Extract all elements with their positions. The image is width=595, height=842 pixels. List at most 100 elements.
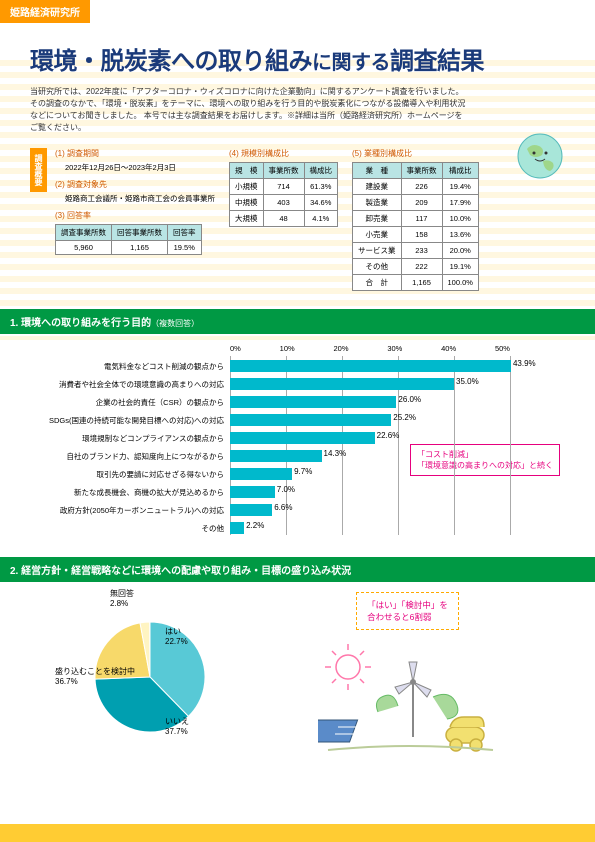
table-cell: 158 (401, 227, 442, 243)
table-cell: 卸売業 (353, 211, 402, 227)
table-cell: 17.9% (442, 195, 478, 211)
bar (230, 486, 275, 498)
bar (230, 396, 396, 408)
bar-value: 2.2% (246, 521, 264, 530)
s1-title: (1) 調査期間 (55, 148, 215, 159)
axis-labels: 0%10%20%30%40%50% (230, 344, 510, 353)
axis-tick: 10% (280, 344, 295, 353)
table-header: 規 模 (230, 163, 264, 179)
table-cell: サービス業 (353, 243, 402, 259)
sec1-title: 1. 環境への取り組みを行う目的 (10, 318, 151, 329)
intro-text: 当研究所では、2022年度に「アフターコロナ・ウィズコロナに向けた企業動向」に関… (30, 86, 470, 134)
pie-label: 盛り込むことを検討中36.7% (55, 667, 135, 686)
s2-title: (2) 調査対象先 (55, 179, 215, 190)
table-cell: 233 (401, 243, 442, 259)
table-cell: 714 (263, 179, 304, 195)
table-header: 構成比 (442, 163, 478, 179)
bar-label: 電気料金などコスト削減の観点から (30, 361, 230, 372)
bar (230, 360, 511, 372)
table-cell: 48 (263, 211, 304, 227)
bar-value: 43.9% (513, 359, 536, 368)
table-cell: 20.0% (442, 243, 478, 259)
table-3: 調査事業所数回答事業所数回答率5,9601,16519.5% (55, 224, 202, 255)
axis-tick: 20% (333, 344, 348, 353)
table-header: 事業所数 (263, 163, 304, 179)
sec1-sub: （複数回答） (151, 319, 199, 328)
bar (230, 468, 292, 480)
bar-row: 新たな成長機会、商機の拡大が見込めるから 7.0% (30, 484, 550, 500)
table-cell: 34.6% (304, 195, 338, 211)
table-5: 業 種事業所数構成比建設業22619.4%製造業20917.9%卸売業11710… (352, 162, 479, 291)
section-1-bar: 1. 環境への取り組みを行う目的（複数回答） (0, 309, 595, 334)
footer-band (0, 824, 595, 842)
callout2-l1: 「はい」「検討中」を (367, 599, 448, 611)
table-cell: 中規模 (230, 195, 264, 211)
bar (230, 378, 454, 390)
title-mid: に関する (312, 52, 390, 74)
callout-2: 「はい」「検討中」を 合わせると6割弱 (356, 592, 459, 630)
table-cell: 403 (263, 195, 304, 211)
table-cell: 209 (401, 195, 442, 211)
survey-overview: 調査概要 (1) 調査期間 2022年12月26日～2023年2月3日 (2) … (30, 148, 565, 291)
bar-chart: 0%10%20%30%40%50% 「コスト削減」 「環境意識の高まりへの対応」… (30, 344, 550, 539)
table-header: 回答率 (168, 225, 202, 241)
bar-label: 新たな成長機会、商機の拡大が見込めるから (30, 487, 230, 498)
table-4: 規 模事業所数構成比小規模71461.3%中規模40334.6%大規模484.1… (229, 162, 338, 227)
table-header: 業 種 (353, 163, 402, 179)
bar (230, 414, 391, 426)
pie-label: はい22.7% (165, 627, 188, 646)
bar-row: 自社のブランド力、認知度向上につながるから 14.3% (30, 448, 550, 464)
table-cell: 製造業 (353, 195, 402, 211)
table-cell: 19.5% (168, 241, 202, 255)
bar-value: 22.6% (377, 431, 400, 440)
table-cell: 13.6% (442, 227, 478, 243)
table-header: 調査事業所数 (56, 225, 112, 241)
title-post: 調査結果 (390, 48, 484, 75)
bar (230, 432, 375, 444)
table-cell: 61.3% (304, 179, 338, 195)
bar-value: 7.0% (277, 485, 295, 494)
bar-label: 政府方針(2050年カーボンニュートラル)への対応 (30, 505, 230, 516)
bar-value: 26.0% (398, 395, 421, 404)
table-cell: 1,165 (401, 275, 442, 291)
bar-value: 35.0% (456, 377, 479, 386)
bar (230, 450, 322, 462)
header-tag: 姫路経済研究所 (0, 0, 90, 23)
bar-label: SDGs(国連の持続可能な開発目標への対応)への対応 (30, 415, 230, 426)
s3-title: (3) 回答率 (55, 210, 215, 221)
bar-label: 消費者や社会全体での環境意識の高まりへの対応 (30, 379, 230, 390)
bar-row: その他2.2% (30, 520, 550, 536)
s4-title: (4) 規模別構成比 (229, 148, 338, 159)
bar-row: 電気料金などコスト削減の観点から 43.9% (30, 358, 550, 374)
survey-label: 調査概要 (30, 148, 47, 192)
bar-row: SDGs(国連の持続可能な開発目標への対応)への対応 25.2% (30, 412, 550, 428)
bar-label: 自社のブランド力、認知度向上につながるから (30, 451, 230, 462)
bar-row: 政府方針(2050年カーボンニュートラル)への対応6.6% (30, 502, 550, 518)
bar (230, 522, 244, 534)
page-title: 環境・脱炭素への取り組みに関する調査結果 (30, 41, 565, 76)
table-cell: 117 (401, 211, 442, 227)
bar-value: 25.2% (393, 413, 416, 422)
table-cell: 19.1% (442, 259, 478, 275)
table-header: 構成比 (304, 163, 338, 179)
table-cell: 建設業 (353, 179, 402, 195)
table-cell: 100.0% (442, 275, 478, 291)
table-cell: 5,960 (56, 241, 112, 255)
axis-tick: 40% (441, 344, 456, 353)
table-cell: 合 計 (353, 275, 402, 291)
table-header: 回答事業所数 (112, 225, 168, 241)
table-cell: 大規模 (230, 211, 264, 227)
bar-row: 環境規制などコンプライアンスの観点から 22.6% (30, 430, 550, 446)
s1-text: 2022年12月26日～2023年2月3日 (55, 162, 215, 173)
table-cell: その他 (353, 259, 402, 275)
pie-section: いいえ37.7%盛り込むことを検討中36.7%はい22.7%無回答2.8% 「は… (30, 592, 565, 762)
axis-tick: 50% (495, 344, 510, 353)
bar-value: 14.3% (324, 449, 347, 458)
bar-row: 企業の社会的責任（CSR）の観点から 26.0% (30, 394, 550, 410)
bar-label: 企業の社会的責任（CSR）の観点から (30, 397, 230, 408)
eco-illustration-icon (318, 642, 498, 762)
s5-title: (5) 業種別構成比 (352, 148, 479, 159)
bar-label: 環境規制などコンプライアンスの観点から (30, 433, 230, 444)
axis-tick: 30% (387, 344, 402, 353)
bar-value: 9.7% (294, 467, 312, 476)
